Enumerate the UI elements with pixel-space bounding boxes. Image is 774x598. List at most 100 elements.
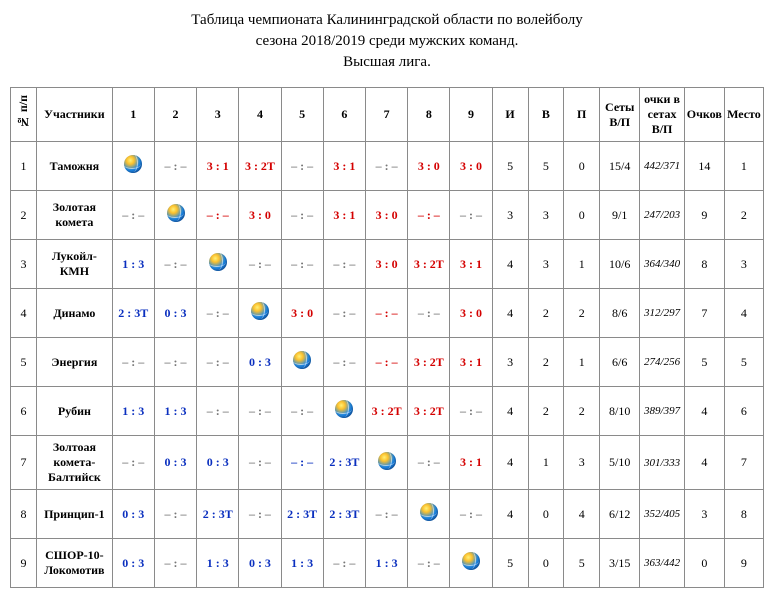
- sets-ratio: 5/10: [600, 436, 640, 490]
- sets-ratio: 8/10: [600, 387, 640, 436]
- col-setpts: очки в сетах В/П: [640, 88, 685, 142]
- score-cell: – : –: [239, 490, 281, 539]
- sets-ratio: 8/6: [600, 289, 640, 338]
- score-cell: 1 : 3: [365, 539, 407, 588]
- team-name: Энергия: [37, 338, 113, 387]
- points: 7: [684, 289, 724, 338]
- stat-I: 4: [492, 289, 528, 338]
- stat-P: 2: [564, 289, 600, 338]
- set-points: 364/340: [640, 240, 685, 289]
- score-cell: – : –: [365, 490, 407, 539]
- score-cell: 1 : 3: [112, 240, 154, 289]
- score-cell: 0 : 3: [239, 539, 281, 588]
- points: 4: [684, 436, 724, 490]
- team-name: Таможня: [37, 142, 113, 191]
- score-cell: [281, 338, 323, 387]
- score-cell: 1 : 3: [197, 539, 239, 588]
- page-title: Таблица чемпионата Калининградской облас…: [10, 10, 764, 73]
- volleyball-icon: [420, 503, 438, 521]
- score-cell: [323, 387, 365, 436]
- volleyball-icon: [335, 400, 353, 418]
- team-name: Принцип-1: [37, 490, 113, 539]
- score-cell: – : –: [239, 436, 281, 490]
- stat-P: 2: [564, 387, 600, 436]
- score-cell: [112, 142, 154, 191]
- row-number: 4: [11, 289, 37, 338]
- volleyball-icon: [209, 253, 227, 271]
- stat-I: 4: [492, 387, 528, 436]
- stat-P: 0: [564, 191, 600, 240]
- stat-P: 0: [564, 142, 600, 191]
- score-cell: 3 : 2Т: [408, 338, 450, 387]
- score-cell: – : –: [408, 191, 450, 240]
- place: 1: [724, 142, 763, 191]
- score-cell: 3 : 1: [450, 240, 492, 289]
- table-row: 8Принцип-10 : 3– : –2 : 3Т– : –2 : 3Т2 :…: [11, 490, 764, 539]
- row-number: 1: [11, 142, 37, 191]
- sets-ratio: 15/4: [600, 142, 640, 191]
- table-row: 5Энергия– : –– : –– : –0 : 3– : –– : –3 …: [11, 338, 764, 387]
- table-row: 4Динамо2 : 3Т0 : 3– : –3 : 0– : –– : –– …: [11, 289, 764, 338]
- place: 4: [724, 289, 763, 338]
- score-cell: 2 : 3Т: [323, 490, 365, 539]
- stat-V: 2: [528, 338, 564, 387]
- col-score: 6: [323, 88, 365, 142]
- stat-P: 1: [564, 338, 600, 387]
- score-cell: – : –: [281, 240, 323, 289]
- stat-V: 1: [528, 436, 564, 490]
- score-cell: [450, 539, 492, 588]
- header-row: № п/п Участники 1 2 3 4 5 6 7 8 9 И В П …: [11, 88, 764, 142]
- col-score: 9: [450, 88, 492, 142]
- score-cell: 3 : 0: [450, 289, 492, 338]
- score-cell: 3 : 0: [408, 142, 450, 191]
- place: 3: [724, 240, 763, 289]
- place: 8: [724, 490, 763, 539]
- score-cell: 3 : 0: [365, 240, 407, 289]
- place: 6: [724, 387, 763, 436]
- score-cell: 3 : 1: [197, 142, 239, 191]
- stat-I: 5: [492, 142, 528, 191]
- score-cell: – : –: [323, 539, 365, 588]
- score-cell: 1 : 3: [281, 539, 323, 588]
- score-cell: 2 : 3Т: [197, 490, 239, 539]
- place: 5: [724, 338, 763, 387]
- table-row: 1Таможня– : –3 : 13 : 2Т– : –3 : 1– : –3…: [11, 142, 764, 191]
- score-cell: – : –: [323, 289, 365, 338]
- score-cell: 3 : 1: [450, 338, 492, 387]
- score-cell: 2 : 3Т: [281, 490, 323, 539]
- stat-I: 3: [492, 338, 528, 387]
- score-cell: – : –: [281, 142, 323, 191]
- team-name: Золотая комета: [37, 191, 113, 240]
- row-number: 3: [11, 240, 37, 289]
- score-cell: – : –: [281, 387, 323, 436]
- score-cell: – : –: [197, 191, 239, 240]
- score-cell: – : –: [197, 289, 239, 338]
- table-row: 3Лукойл- КМН1 : 3– : –– : –– : –– : –3 :…: [11, 240, 764, 289]
- score-cell: – : –: [281, 436, 323, 490]
- score-cell: 3 : 1: [450, 436, 492, 490]
- points: 3: [684, 490, 724, 539]
- table-row: 9СШОР-10-Локомотив0 : 3– : –1 : 30 : 31 …: [11, 539, 764, 588]
- score-cell: 3 : 2Т: [239, 142, 281, 191]
- score-cell: – : –: [154, 142, 196, 191]
- score-cell: – : –: [365, 142, 407, 191]
- score-cell: [197, 240, 239, 289]
- volleyball-icon: [251, 302, 269, 320]
- score-cell: – : –: [239, 240, 281, 289]
- col-place: Место: [724, 88, 763, 142]
- stat-P: 1: [564, 240, 600, 289]
- col-num: № п/п: [11, 88, 37, 142]
- sets-ratio: 3/15: [600, 539, 640, 588]
- stat-I: 4: [492, 436, 528, 490]
- stat-I: 4: [492, 490, 528, 539]
- title-line: Высшая лига.: [10, 52, 764, 73]
- row-number: 6: [11, 387, 37, 436]
- place: 9: [724, 539, 763, 588]
- score-cell: 0 : 3: [154, 289, 196, 338]
- team-name: СШОР-10-Локомотив: [37, 539, 113, 588]
- score-cell: [239, 289, 281, 338]
- place: 2: [724, 191, 763, 240]
- score-cell: – : –: [154, 490, 196, 539]
- score-cell: – : –: [323, 338, 365, 387]
- col-score: 4: [239, 88, 281, 142]
